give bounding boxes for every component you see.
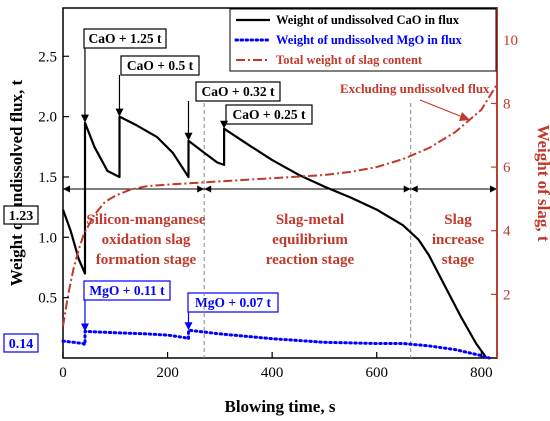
stage-arrowhead-left-1	[63, 185, 70, 193]
annotation-cao-2-text: CaO + 0.5 t	[127, 58, 194, 73]
annotation-cao-3-box	[195, 81, 281, 102]
legend-label-cao: Weight of undissolved CaO in flux	[276, 13, 460, 27]
start-value-cao: 1.23	[9, 209, 34, 224]
start-value-cao-box	[3, 205, 39, 225]
annotation-cao-4-text: CaO + 0.25 t	[233, 107, 306, 122]
x-tick-label-4: 800	[470, 365, 493, 381]
start-value-mgo: 0.14	[9, 337, 34, 352]
x-tick-label-3: 600	[365, 365, 388, 381]
x-tick-label-2: 400	[261, 365, 284, 381]
annotation-mgo-2-box	[187, 292, 279, 313]
stage-label-2-line-1: Slag-metal	[276, 212, 344, 228]
y-axis-left-label: Weight of undissolved flux, t	[7, 79, 26, 286]
stage-arrowhead-right-1	[197, 185, 205, 193]
y-right-tick-label-2: 6	[503, 160, 511, 176]
y-right-tick-label-1: 4	[503, 224, 511, 240]
x-tick-label-1: 200	[156, 365, 179, 381]
annotation-cao-1: CaO + 1.25 t	[83, 28, 167, 49]
legend-box	[229, 8, 497, 72]
stage-label-1-line-2: oxidation slag	[102, 232, 191, 248]
y-axis-right-label: Weight of slag, t	[534, 124, 550, 241]
annotation-mgo-1-arrowhead	[80, 323, 89, 332]
annotation-cao-4-arrowhead	[220, 120, 229, 129]
annotation-cao-2-box	[120, 55, 200, 76]
annotation-cao-1-arrowhead	[80, 114, 89, 123]
start-value-mgo-box	[3, 333, 39, 353]
stage-label-2-line-2: equilibrium	[272, 232, 348, 248]
y-right-tick-label-3: 8	[503, 96, 511, 112]
stage-label-1-line-1: Silicon-manganese	[86, 212, 206, 228]
annotation-cao-1-text: CaO + 1.25 t	[89, 31, 162, 46]
stage-label-1-line-3: formation stage	[96, 252, 197, 268]
stage-label-2: Slag-metal equilibrium reaction stage	[266, 212, 355, 268]
y-right-tick-label-0: 2	[503, 287, 511, 303]
x-axis-label: Blowing time, s	[225, 397, 336, 416]
y-left-tick-label-4: 2.5	[38, 49, 57, 65]
legend: Weight of undissolved CaO in flux Weight…	[229, 8, 497, 72]
annotation-cao-4-box	[225, 104, 313, 125]
annotation-cao-3: CaO + 0.32 t	[195, 81, 281, 102]
y-left-tick-label-0: 0.5	[38, 291, 57, 307]
stage-arrowhead-left-3	[410, 185, 418, 193]
annotation-cao-2: CaO + 0.5 t	[120, 55, 200, 76]
series-line-slag	[62, 83, 498, 327]
annotation-cao-2-arrowhead	[115, 108, 124, 117]
annotation-cao-3-text: CaO + 0.32 t	[202, 84, 275, 99]
series-line-mgo	[61, 328, 491, 360]
y-left-tick-label-1: 1.0	[38, 230, 57, 246]
x-tick-label-0: 0	[59, 365, 67, 381]
annotation-mgo-2: MgO + 0.07 t	[187, 292, 279, 313]
stage-label-3-line-1: Slag	[444, 212, 472, 228]
annotation-mgo-1-text: MgO + 0.11 t	[89, 283, 165, 298]
y-left-tick-label-3: 2.0	[38, 110, 57, 126]
legend-label-mgo: Weight of undissolved MgO in flux	[276, 33, 463, 47]
y-right-tick-label-4: 10	[503, 33, 518, 49]
note-arrow-head	[459, 112, 470, 121]
stage-label-1: Silicon-manganese oxidation slag formati…	[86, 212, 206, 268]
y-left-tick-label-2: 1.5	[38, 170, 57, 186]
annotation-cao-4: CaO + 0.25 t	[225, 104, 313, 125]
stage-label-3: Slag increase stage	[432, 212, 485, 268]
stage-arrowhead-right-2	[403, 185, 411, 193]
series-line-cao	[61, 115, 488, 359]
annotation-cao-1-box	[83, 28, 167, 49]
stage-arrowhead-right-3	[490, 185, 497, 193]
annotation-cao-3-arrowhead	[184, 132, 193, 141]
note-excluding-undissolved-flux: Excluding undissolved flux	[340, 81, 490, 96]
annotation-mgo-1-box	[83, 280, 171, 301]
stage-label-2-line-3: reaction stage	[266, 252, 355, 268]
annotation-mgo-2-arrowhead	[184, 322, 193, 331]
stage-label-3-line-2: increase	[432, 232, 485, 248]
stage-arrowhead-left-2	[204, 185, 212, 193]
legend-label-slag: Total weight of slag content	[276, 53, 423, 67]
annotation-mgo-1: MgO + 0.11 t	[83, 280, 171, 301]
annotation-mgo-2-text: MgO + 0.07 t	[195, 295, 271, 310]
stage-label-3-line-3: stage	[442, 252, 475, 268]
